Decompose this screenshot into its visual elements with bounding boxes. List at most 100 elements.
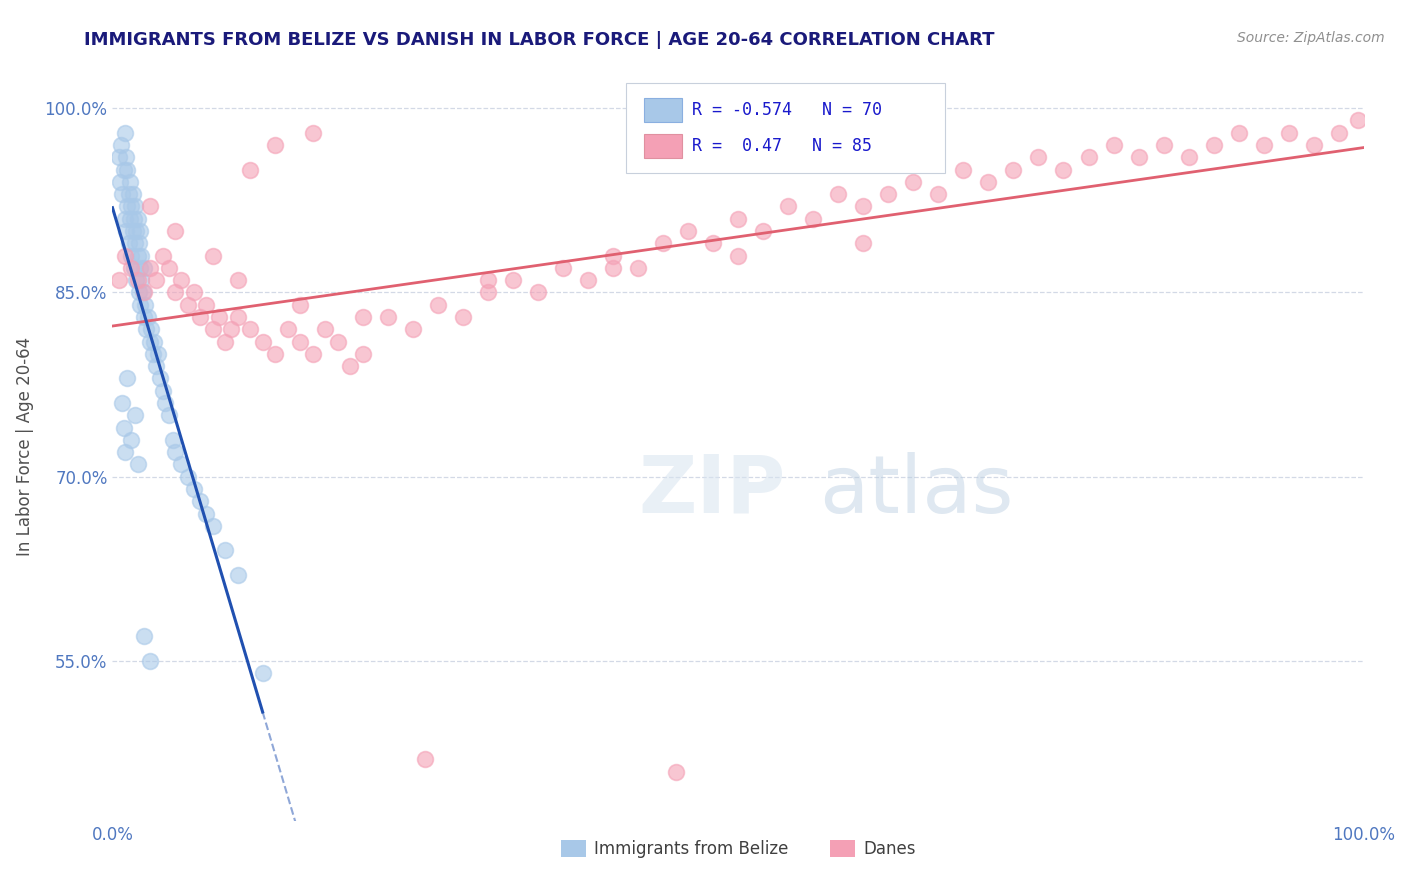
Point: [1077, 150, 1099, 164]
Point: [451, 310, 474, 324]
Point: [132, 629, 155, 643]
Point: [120, 260, 142, 275]
Point: [120, 249, 142, 263]
Point: [252, 334, 274, 349]
Point: [136, 310, 159, 324]
Point: [114, 249, 136, 263]
Point: [152, 384, 174, 398]
Point: [127, 249, 149, 263]
Point: [183, 285, 205, 300]
Point: [128, 236, 150, 251]
Point: [114, 211, 136, 226]
Point: [426, 298, 449, 312]
FancyBboxPatch shape: [626, 83, 945, 172]
Point: [1052, 162, 1074, 177]
Point: [188, 494, 211, 508]
Point: [120, 433, 142, 447]
Point: [527, 285, 550, 300]
Point: [352, 347, 374, 361]
Point: [142, 334, 165, 349]
Point: [127, 273, 149, 287]
Point: [402, 322, 425, 336]
Point: [477, 273, 499, 287]
Point: [952, 162, 974, 177]
Point: [551, 260, 574, 275]
Point: [176, 298, 198, 312]
Point: [264, 138, 287, 153]
Point: [977, 175, 1000, 189]
Point: [627, 260, 650, 275]
Point: [162, 433, 184, 447]
Point: [602, 249, 624, 263]
Point: [1028, 150, 1050, 164]
Point: [145, 359, 167, 373]
Point: [1347, 113, 1369, 128]
Point: [111, 396, 134, 410]
Point: [827, 187, 849, 202]
Point: [239, 162, 262, 177]
FancyBboxPatch shape: [644, 98, 682, 122]
Point: [576, 273, 599, 287]
Point: [128, 285, 150, 300]
Point: [413, 752, 436, 766]
Point: [117, 162, 139, 177]
Point: [326, 334, 349, 349]
Point: [152, 249, 174, 263]
Point: [477, 285, 499, 300]
Point: [149, 371, 172, 385]
Point: [134, 298, 156, 312]
Point: [115, 224, 138, 238]
Point: [1128, 150, 1150, 164]
Point: [139, 260, 162, 275]
Point: [170, 458, 193, 472]
Point: [118, 236, 141, 251]
Point: [903, 175, 925, 189]
Point: [139, 199, 162, 213]
Point: [252, 666, 274, 681]
Point: [201, 322, 224, 336]
Point: [652, 236, 675, 251]
Point: [131, 285, 153, 300]
Point: [221, 322, 243, 336]
Point: [146, 347, 169, 361]
Point: [132, 260, 155, 275]
Point: [226, 273, 249, 287]
Point: [502, 273, 524, 287]
Point: [239, 322, 262, 336]
Point: [129, 260, 152, 275]
Point: [226, 568, 249, 582]
Point: [129, 273, 152, 287]
Point: [602, 260, 624, 275]
Point: [124, 199, 146, 213]
Text: atlas: atlas: [820, 452, 1014, 530]
Point: [1177, 150, 1199, 164]
Point: [301, 347, 323, 361]
Point: [927, 187, 949, 202]
Point: [377, 310, 399, 324]
Point: [314, 322, 336, 336]
Point: [852, 199, 875, 213]
Point: [157, 409, 180, 423]
Point: [121, 187, 143, 202]
Point: [120, 199, 142, 213]
Point: [163, 285, 186, 300]
Point: [290, 298, 312, 312]
Point: [112, 162, 135, 177]
Point: [117, 199, 139, 213]
Point: [208, 310, 231, 324]
Point: [277, 322, 299, 336]
Point: [188, 310, 211, 324]
Point: [132, 310, 155, 324]
Point: [135, 322, 157, 336]
Point: [121, 224, 143, 238]
Point: [118, 175, 141, 189]
Point: [1002, 162, 1025, 177]
Point: [107, 150, 129, 164]
Point: [157, 260, 180, 275]
Point: [1102, 138, 1125, 153]
Point: [1327, 126, 1350, 140]
Point: [1253, 138, 1275, 153]
Point: [201, 519, 224, 533]
Point: [124, 236, 146, 251]
Point: [117, 371, 139, 385]
